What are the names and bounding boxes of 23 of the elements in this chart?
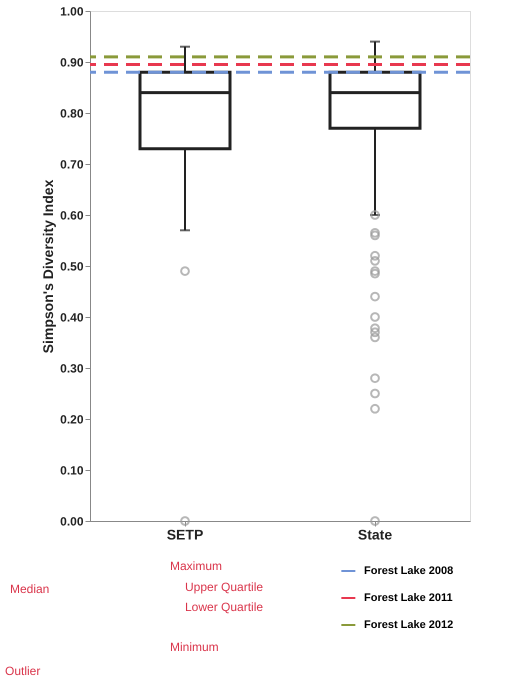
y-tick-label: 1.00 (60, 4, 84, 18)
y-tick-label: 0.00 (60, 514, 84, 528)
y-tick-label: 0.90 (60, 56, 84, 70)
text: Minimum (170, 640, 219, 654)
y-tick-label: 0.20 (60, 412, 84, 426)
text: Median (10, 582, 50, 596)
legend-label: Forest Lake 2011 (364, 592, 453, 604)
y-tick-label: 0.60 (60, 208, 84, 222)
x-tick-label: State (358, 526, 392, 542)
y-tick-label: 0.80 (60, 106, 84, 120)
x-tick-label: SETP (166, 526, 204, 542)
y-axis-title: Simpson's Diversity Index (40, 179, 56, 354)
legend-label: Forest Lake 2012 (364, 619, 454, 631)
y-tick-label: 0.70 (60, 158, 84, 172)
text: Outlier (5, 664, 40, 678)
text: Lower Quartile (185, 600, 264, 614)
y-tick-label: 0.40 (60, 310, 84, 324)
text: Maximum (170, 559, 222, 573)
y-tick-label: 0.10 (60, 464, 84, 478)
text: Upper Quartile (185, 580, 264, 594)
legend-label: Forest Lake 2008 (364, 565, 454, 577)
y-tick-label: 0.50 (60, 260, 84, 274)
y-tick-label: 0.30 (60, 362, 84, 376)
